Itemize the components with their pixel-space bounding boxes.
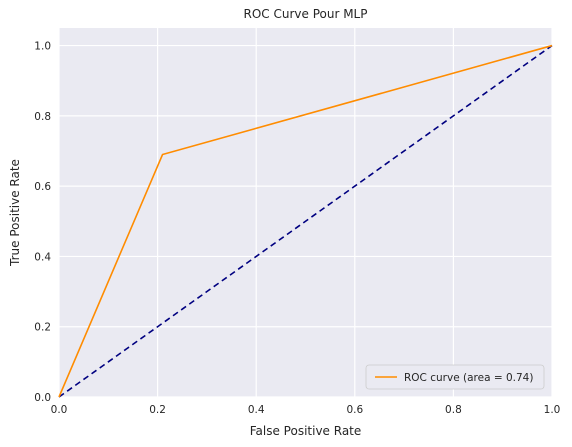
y-tick-label: 0.6 [34, 181, 51, 193]
legend: ROC curve (area = 0.74) [365, 364, 545, 390]
x-axis-label: False Positive Rate [250, 424, 362, 438]
x-tick-label: 1.0 [544, 404, 561, 416]
legend-label: ROC curve (area = 0.74) [404, 372, 533, 384]
y-tick-label: 0.8 [34, 111, 51, 123]
x-tick-label: 0.0 [51, 404, 68, 416]
x-tick-label: 0.8 [445, 404, 462, 416]
x-tick-label: 0.2 [149, 404, 166, 416]
y-tick-labels: 0.0 0.2 0.4 0.6 0.8 1.0 [34, 41, 51, 404]
y-tick-label: 0.0 [34, 392, 51, 404]
diagonal-reference-line [58, 44, 553, 398]
x-tick-label: 0.6 [346, 404, 363, 416]
chart-title: ROC Curve Pour MLP [244, 7, 368, 21]
x-tick-labels: 0.0 0.2 0.4 0.6 0.8 1.0 [51, 404, 561, 416]
y-tick-label: 0.2 [34, 322, 51, 334]
legend-box [365, 364, 545, 390]
roc-curve-line [58, 44, 553, 398]
x-tick-label: 0.4 [248, 404, 265, 416]
grid-lines [58, 28, 553, 398]
y-axis-label: True Positive Rate [8, 159, 22, 267]
plot-area [59, 28, 552, 397]
y-tick-label: 1.0 [34, 41, 51, 53]
y-tick-label: 0.4 [34, 251, 51, 263]
series-layer [58, 44, 553, 398]
